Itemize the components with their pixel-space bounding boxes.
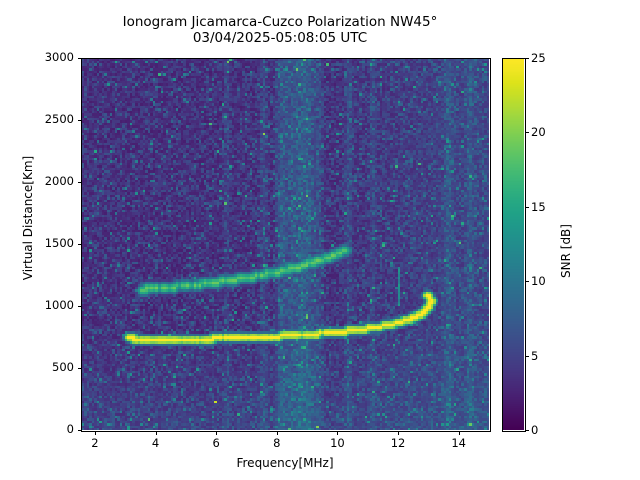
colorbar-tick-mark — [525, 430, 529, 431]
colorbar-tick-label: 10 — [531, 274, 546, 289]
y-tick-mark — [77, 58, 81, 59]
x-tick-label: 10 — [330, 436, 345, 450]
colorbar-tick-label: 15 — [531, 199, 546, 214]
x-tick-label: 8 — [273, 436, 281, 450]
colorbar-tick-label: 0 — [531, 423, 539, 437]
colorbar-tick-mark — [525, 281, 529, 282]
x-tick-mark — [277, 431, 278, 435]
y-tick-label: 0 — [66, 422, 74, 436]
y-tick-mark — [77, 120, 81, 121]
colorbar-label: SNR [dB] — [559, 224, 573, 278]
y-tick-mark — [77, 368, 81, 369]
colorbar-tick-mark — [525, 356, 529, 357]
y-tick-label: 2500 — [44, 112, 74, 126]
title-line-2: 03/04/2025-05:08:05 UTC — [192, 30, 368, 46]
x-tick-label: 4 — [151, 436, 160, 450]
x-tick-mark — [95, 431, 96, 435]
x-tick-label: 2 — [91, 436, 99, 450]
ionogram-heatmap — [81, 58, 489, 430]
figure-title: Ionogram Jicamarca-Cuzco Polarization NW… — [0, 14, 560, 46]
y-tick-mark — [77, 244, 81, 245]
y-tick-label: 1000 — [44, 298, 74, 312]
y-tick-mark — [77, 430, 81, 431]
title-line-1: Ionogram Jicamarca-Cuzco Polarization NW… — [122, 14, 438, 30]
colorbar-tick-label: 5 — [531, 348, 539, 363]
x-tick-mark — [398, 431, 399, 435]
x-axis-label: Frequency[MHz] — [236, 456, 334, 470]
x-tick-mark — [156, 431, 157, 435]
y-axis-tick-labels: 0 500 1000 1500 2000 2500 3000 — [0, 0, 74, 480]
colorbar-tick-mark — [525, 58, 529, 59]
x-tick-mark — [337, 431, 338, 435]
colorbar-tick-mark — [525, 132, 529, 133]
y-tick-mark — [77, 306, 81, 307]
colorbar-tick-label: 25 — [531, 51, 546, 65]
colorbar-gradient — [502, 58, 524, 430]
x-tick-label: 6 — [212, 436, 220, 450]
x-tick-mark — [216, 431, 217, 435]
x-tick-label: 14 — [451, 436, 467, 450]
y-tick-label: 3000 — [44, 50, 74, 64]
x-tick-label: 12 — [390, 436, 406, 450]
x-tick-mark — [459, 431, 460, 435]
y-tick-mark — [77, 182, 81, 183]
y-tick-label: 2000 — [44, 174, 74, 188]
colorbar-tick-mark — [525, 207, 529, 208]
y-tick-label: 1500 — [44, 236, 74, 250]
colorbar-tick-label: 20 — [531, 125, 546, 140]
y-tick-label: 500 — [52, 360, 74, 374]
